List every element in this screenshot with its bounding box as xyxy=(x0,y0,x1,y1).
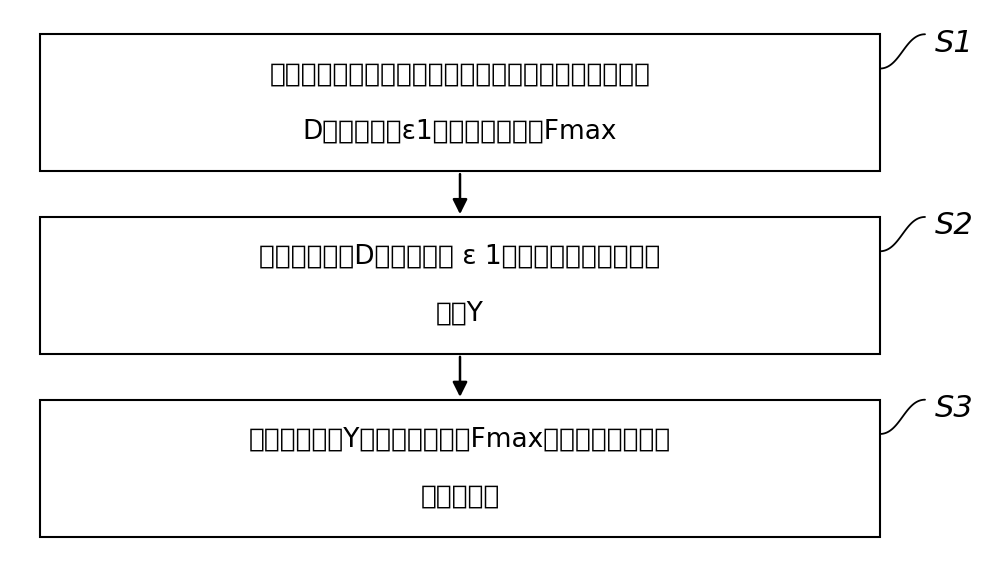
Text: S2: S2 xyxy=(935,211,974,240)
Text: 根据导叶开度D和运行压比 ε 1计算变频离心机的临界: 根据导叶开度D和运行压比 ε 1计算变频离心机的临界 xyxy=(259,244,661,270)
Text: S1: S1 xyxy=(935,29,974,58)
Text: 频率Y: 频率Y xyxy=(436,301,484,327)
Text: D、运行压比ε1和运行频率上限Fmax: D、运行压比ε1和运行频率上限Fmax xyxy=(303,118,617,144)
Bar xyxy=(40,34,880,171)
Bar xyxy=(40,217,880,354)
Text: 当变频离心机处于运行状态时，获取压缩机的导叶开度: 当变频离心机处于运行状态时，获取压缩机的导叶开度 xyxy=(269,61,650,87)
Text: S3: S3 xyxy=(935,394,974,423)
Text: 度进行控制: 度进行控制 xyxy=(420,484,500,510)
Text: 根据临界频率Y和运行频率上限Fmax对热气旁通阀的开: 根据临界频率Y和运行频率上限Fmax对热气旁通阀的开 xyxy=(249,427,671,453)
Bar xyxy=(40,400,880,537)
